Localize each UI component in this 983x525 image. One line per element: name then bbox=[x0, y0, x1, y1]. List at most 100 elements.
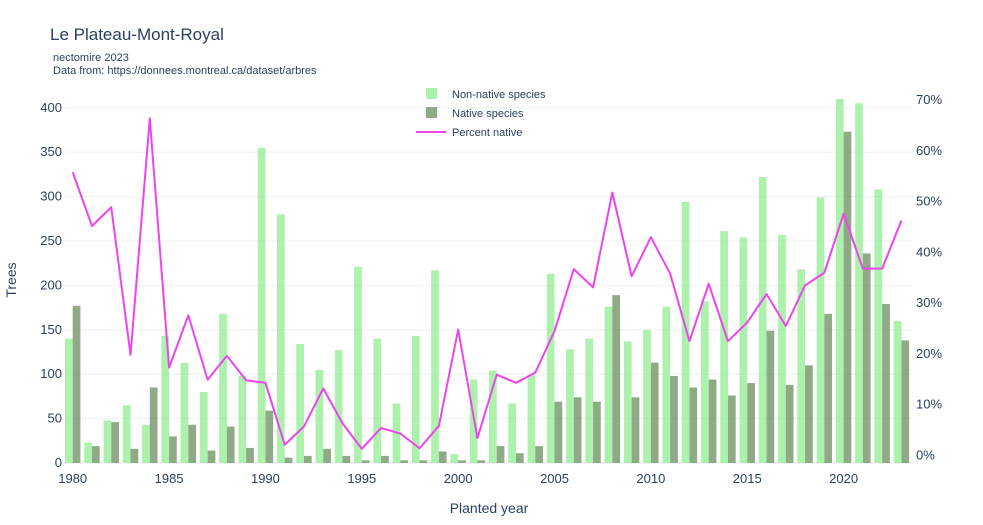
bar-non-native-1991[interactable] bbox=[277, 214, 285, 463]
bar-non-native-2020[interactable] bbox=[835, 98, 844, 463]
bar-native-2000[interactable] bbox=[458, 460, 466, 463]
bar-native-1999[interactable] bbox=[438, 451, 447, 463]
bar-native-2003[interactable] bbox=[515, 453, 524, 463]
bar-non-native-2000[interactable] bbox=[450, 454, 459, 463]
bar-non-native-1985[interactable] bbox=[161, 336, 170, 463]
bar-non-native-1986[interactable] bbox=[180, 362, 189, 463]
bar-native-1991[interactable] bbox=[284, 457, 293, 463]
bar-non-native-2014[interactable] bbox=[720, 231, 728, 463]
bar-non-native-2005[interactable] bbox=[546, 273, 555, 463]
bar-native-2010[interactable] bbox=[650, 362, 659, 463]
bar-non-native-1980[interactable] bbox=[65, 338, 73, 463]
bar-non-native-2022[interactable] bbox=[874, 189, 883, 463]
y2-tick-label: 40% bbox=[916, 244, 942, 259]
bar-non-native-1995[interactable] bbox=[354, 266, 362, 463]
y-tick-label: 350 bbox=[40, 144, 62, 159]
x-tick-label: 1995 bbox=[347, 471, 376, 486]
bar-native-2013[interactable] bbox=[708, 379, 717, 463]
bar-non-native-2016[interactable] bbox=[758, 177, 767, 464]
bar-non-native-1982[interactable] bbox=[103, 420, 112, 463]
bar-non-native-2018[interactable] bbox=[797, 269, 806, 463]
bar-non-native-2019[interactable] bbox=[816, 197, 825, 463]
bar-non-native-2007[interactable] bbox=[585, 338, 594, 463]
bar-non-native-1993[interactable] bbox=[315, 369, 324, 463]
bar-native-2023[interactable] bbox=[901, 340, 910, 463]
bar-native-2018[interactable] bbox=[805, 365, 813, 463]
legend[interactable]: Non-native species Native species Percen… bbox=[416, 88, 546, 139]
bar-non-native-1996[interactable] bbox=[373, 338, 382, 463]
percent-native-line[interactable] bbox=[71, 117, 903, 450]
bar-native-1987[interactable] bbox=[207, 450, 216, 463]
bar-non-native-2002[interactable] bbox=[489, 370, 497, 463]
bar-non-native-1994[interactable] bbox=[334, 350, 343, 463]
bar-native-2009[interactable] bbox=[631, 397, 640, 463]
bar-non-native-2015[interactable] bbox=[739, 237, 748, 463]
bar-native-1980[interactable] bbox=[72, 305, 81, 463]
bar-native-1993[interactable] bbox=[323, 448, 331, 463]
bar-non-native-2003[interactable] bbox=[508, 403, 516, 463]
bar-non-native-2021[interactable] bbox=[855, 103, 863, 464]
bar-native-1986[interactable] bbox=[188, 424, 197, 463]
bar-native-1990[interactable] bbox=[265, 410, 274, 463]
bar-native-2020[interactable] bbox=[843, 131, 852, 463]
bar-non-native-2012[interactable] bbox=[681, 201, 690, 463]
bar-native-2002[interactable] bbox=[496, 446, 505, 463]
bar-native-2012[interactable] bbox=[689, 387, 698, 463]
bar-native-1988[interactable] bbox=[226, 426, 235, 463]
y-tick-label: 250 bbox=[40, 233, 62, 248]
bar-native-1981[interactable] bbox=[91, 446, 100, 463]
bar-native-2021[interactable] bbox=[862, 253, 871, 463]
bar-native-2017[interactable] bbox=[785, 384, 794, 463]
bar-native-1983[interactable] bbox=[130, 448, 139, 463]
bar-non-native-2009[interactable] bbox=[623, 341, 632, 463]
bar-native-2019[interactable] bbox=[824, 313, 833, 463]
bar-non-native-1981[interactable] bbox=[84, 442, 92, 463]
bar-non-native-2023[interactable] bbox=[893, 320, 902, 463]
bar-non-native-1984[interactable] bbox=[142, 424, 150, 463]
bar-native-2005[interactable] bbox=[554, 401, 563, 463]
bar-native-2001[interactable] bbox=[477, 460, 486, 463]
bar-native-2004[interactable] bbox=[535, 446, 543, 463]
bar-native-2007[interactable] bbox=[593, 401, 601, 463]
bar-native-2011[interactable] bbox=[670, 375, 678, 463]
bar-native-1995[interactable] bbox=[361, 460, 370, 463]
y-tick-label: 200 bbox=[40, 277, 62, 292]
bar-native-1997[interactable] bbox=[400, 460, 409, 463]
bar-native-2006[interactable] bbox=[573, 397, 582, 463]
bar-non-native-1989[interactable] bbox=[238, 375, 247, 463]
bar-non-native-1992[interactable] bbox=[296, 343, 304, 463]
x-tick-label: 1985 bbox=[155, 471, 184, 486]
bar-non-native-2013[interactable] bbox=[701, 301, 709, 463]
y2-tick-label: 20% bbox=[916, 346, 942, 361]
bar-non-native-1988[interactable] bbox=[219, 313, 227, 463]
legend-swatch-native bbox=[426, 107, 437, 118]
bar-native-1998[interactable] bbox=[419, 460, 428, 463]
bar-non-native-2010[interactable] bbox=[643, 329, 651, 463]
bar-native-1985[interactable] bbox=[169, 436, 177, 463]
bar-native-1996[interactable] bbox=[381, 455, 389, 463]
bar-native-2014[interactable] bbox=[727, 395, 736, 463]
bar-native-1994[interactable] bbox=[342, 455, 351, 463]
bar-non-native-2004[interactable] bbox=[527, 375, 536, 463]
axes: 0 50 100 150 200 250 300 350 400 1980 1985 1990 1995… bbox=[40, 92, 942, 486]
bar-native-1984[interactable] bbox=[149, 387, 158, 463]
bar-non-native-1990[interactable] bbox=[257, 147, 266, 463]
bar-native-1992[interactable] bbox=[303, 455, 312, 463]
bar-non-native-1999[interactable] bbox=[431, 270, 439, 463]
bar-non-native-2011[interactable] bbox=[662, 306, 671, 463]
bar-native-2016[interactable] bbox=[766, 330, 775, 463]
bar-non-native-2006[interactable] bbox=[566, 349, 574, 463]
bar-native-2022[interactable] bbox=[882, 304, 890, 463]
bar-non-native-2017[interactable] bbox=[778, 234, 786, 463]
bar-non-native-1987[interactable] bbox=[199, 391, 208, 463]
bar-native-2008[interactable] bbox=[612, 295, 621, 463]
bar-non-native-1983[interactable] bbox=[122, 405, 131, 463]
bar-native-1989[interactable] bbox=[246, 447, 254, 463]
bar-native-2015[interactable] bbox=[747, 383, 755, 463]
y-axis-title: Trees bbox=[3, 262, 19, 297]
bar-non-native-1998[interactable] bbox=[411, 336, 420, 463]
bar-non-native-2008[interactable] bbox=[604, 306, 613, 463]
y2-tick-label: 60% bbox=[916, 143, 942, 158]
bar-native-1982[interactable] bbox=[111, 422, 119, 463]
